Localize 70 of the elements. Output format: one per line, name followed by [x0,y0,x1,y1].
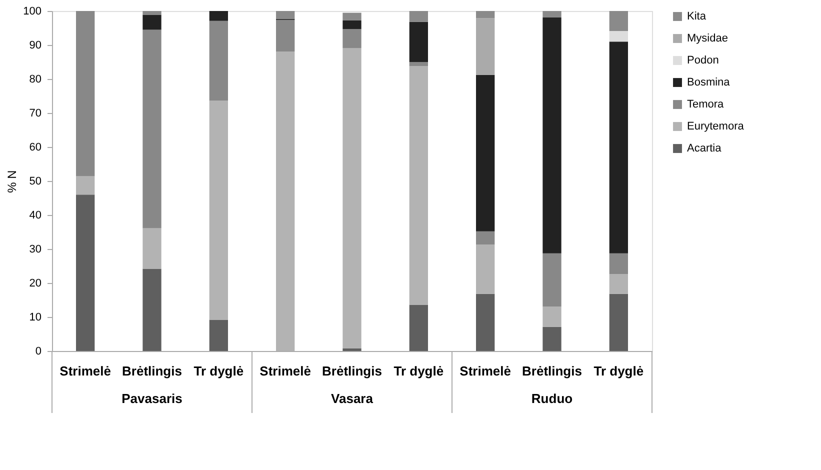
bar [542,11,562,18]
bar [542,326,562,351]
x-tick-label: Strimelė [60,364,111,378]
bar [409,66,428,305]
bar [609,294,628,351]
x-tick-label: Strimelė [260,364,311,378]
bar [142,228,162,269]
bar [209,20,228,101]
y-tick-label: 70 [29,108,42,120]
legend-label: Eurytemora [687,120,745,132]
x-tick-label: Brėtlingis [322,364,382,378]
bar [342,12,362,21]
x-tick-label: Strimelė [460,364,511,378]
text: Ruduo [531,391,573,406]
x-tick-label: Brėtlingis [122,364,182,378]
bar [476,231,495,245]
bar [142,30,162,228]
bar [76,11,95,176]
bar [476,18,495,75]
x-tick-label: Brėtlingis [522,364,582,378]
legend-label: Acartia [687,142,722,154]
bar [409,62,428,66]
bar [76,194,95,351]
y-tick-label: 90 [29,40,42,52]
bar [609,253,628,274]
y-tick-label: 20 [29,278,42,290]
bar [609,31,628,42]
y-tick-label: 60 [29,142,42,154]
legend-label: Mysidae [687,32,728,44]
bar [142,11,162,15]
bar [142,14,162,30]
bar [342,48,362,348]
y-tick-label: 50 [29,176,42,188]
bar [476,244,495,294]
text: Pavasaris [122,391,182,406]
bar [609,11,628,32]
bar [209,100,228,320]
bar [476,11,495,18]
text: Vasara [331,391,374,406]
legend-label: Bosmina [687,76,731,88]
bar [409,11,428,22]
bar [209,11,228,21]
legend-label: Podon [687,54,719,66]
x-tick-label: Tr dyglė [594,364,644,378]
y-tick-label: 10 [29,312,42,324]
legend-label: Temora [687,98,725,110]
bar [76,176,95,195]
bar [476,74,495,232]
bar [209,320,228,351]
bar [342,348,362,351]
legend-label: Kita [687,10,707,22]
y-tick-label: 30 [29,244,42,256]
x-tick-label: Tr dyglė [194,364,244,378]
y-tick-label: 80 [29,74,42,86]
bar [542,17,562,254]
y-tick-label: 100 [23,6,42,18]
bar [476,294,495,351]
bar [409,22,428,62]
bar [409,304,428,351]
y-tick-label: 0 [35,346,42,358]
bar [609,274,628,294]
x-tick-label: Tr dyglė [394,364,444,378]
bar [609,42,628,254]
y-tick-label: 40 [29,210,42,222]
bar [342,20,362,30]
bar [542,306,562,327]
bar [342,29,362,48]
bar [542,253,562,306]
y-axis-title: % N [5,170,20,193]
bar [142,268,162,351]
